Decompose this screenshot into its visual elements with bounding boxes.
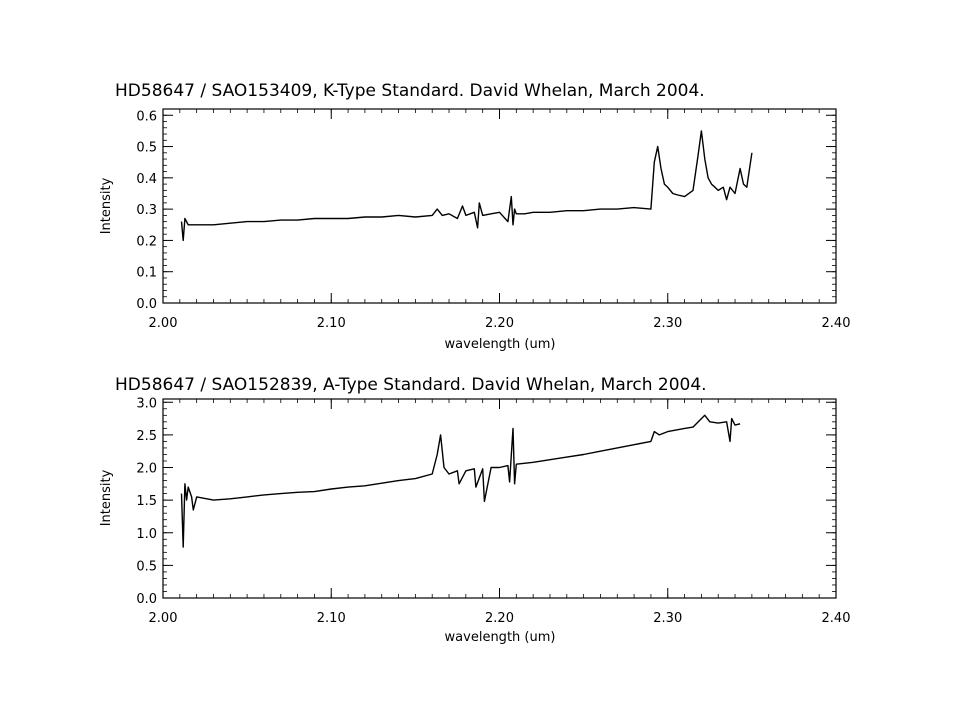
- x-tick-label: 2.00: [149, 316, 178, 331]
- y-axis: 0.0 0.5 1.0 1.5 2.0 2.5 3.0: [136, 396, 836, 607]
- y-axis-label: Intensity: [99, 469, 114, 526]
- plot-frame: [162, 398, 837, 599]
- y-axis: 0.0 0.1 0.2 0.3 0.4 0.5 0.6: [136, 108, 836, 312]
- x-axis: 2.00 2.10 2.20 2.30 2.40: [149, 399, 851, 626]
- y-tick-label: 0.6: [136, 109, 157, 124]
- x-tick-label: 2.40: [822, 611, 851, 626]
- series-line: [180, 414, 741, 548]
- series-line: [180, 130, 753, 242]
- x-tick-label: 2.00: [149, 611, 178, 626]
- y-tick-label: 0.5: [136, 559, 157, 574]
- x-tick-label: 2.40: [822, 316, 851, 331]
- x-tick-label: 2.20: [485, 611, 514, 626]
- x-tick-label: 2.10: [317, 316, 346, 331]
- y-axis-label: Intensity: [99, 177, 114, 234]
- x-axis-label: wavelength (um): [445, 337, 556, 352]
- chart-a-type: HD58647 / SAO152839, A-Type Standard. Da…: [99, 375, 850, 645]
- x-tick-label: 2.20: [485, 316, 514, 331]
- y-tick-label: 2.0: [136, 462, 157, 477]
- y-tick-label: 0.2: [136, 234, 157, 249]
- chart-title: HD58647 / SAO153409, K-Type Standard. Da…: [115, 81, 705, 101]
- y-tick-label: 0.5: [136, 141, 157, 156]
- y-tick-label: 0.0: [136, 297, 157, 312]
- y-tick-label: 3.0: [136, 396, 157, 411]
- chart-k-type: HD58647 / SAO153409, K-Type Standard. Da…: [99, 81, 850, 352]
- x-axis: 2.00 2.10 2.20 2.30 2.40: [149, 109, 851, 331]
- y-tick-label: 2.5: [136, 429, 157, 444]
- series-group: [180, 414, 741, 548]
- y-tick-label: 0.0: [136, 592, 157, 607]
- y-tick-label: 0.1: [136, 266, 157, 281]
- x-tick-label: 2.10: [317, 611, 346, 626]
- y-tick-label: 0.4: [136, 172, 157, 187]
- plot-frame: [162, 108, 837, 304]
- x-tick-label: 2.30: [653, 611, 682, 626]
- chart-title: HD58647 / SAO152839, A-Type Standard. Da…: [115, 375, 707, 395]
- y-tick-label: 0.3: [136, 203, 157, 218]
- y-tick-label: 1.5: [136, 494, 157, 509]
- series-group: [180, 130, 753, 242]
- y-tick-label: 1.0: [136, 527, 157, 542]
- x-axis-label: wavelength (um): [445, 630, 556, 645]
- x-tick-label: 2.30: [653, 316, 682, 331]
